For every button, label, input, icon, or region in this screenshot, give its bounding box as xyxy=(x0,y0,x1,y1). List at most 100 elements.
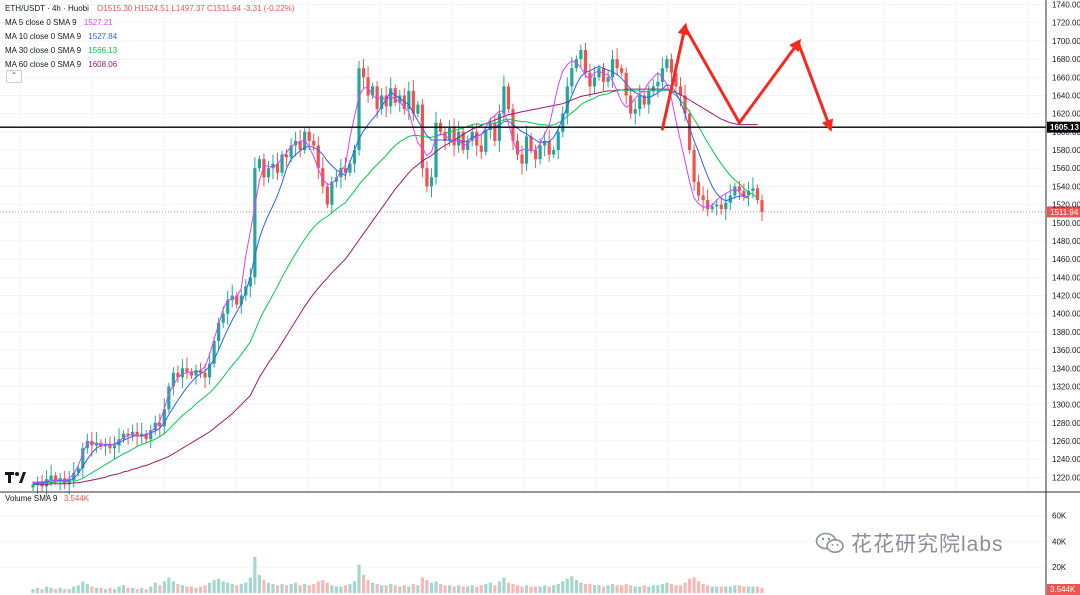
candle-body xyxy=(49,475,53,480)
volume-bar xyxy=(656,585,660,593)
ma10-row: MA 10 close 0 SMA 9 1527.84 xyxy=(5,30,294,44)
ma30-line xyxy=(32,89,758,486)
candle-body xyxy=(570,68,574,87)
candle-body xyxy=(289,145,293,158)
candle-body xyxy=(411,90,415,114)
volume-bar xyxy=(638,586,642,593)
volume-bar xyxy=(171,581,175,593)
price-tick-label: 1420.00 xyxy=(1052,292,1080,301)
candle-body xyxy=(506,86,511,110)
volume-bar xyxy=(629,585,633,593)
candle-body xyxy=(524,136,529,164)
volume-tick-label: 60K xyxy=(1052,511,1067,520)
price-tick-label: 1500.00 xyxy=(1052,219,1080,228)
candle-body xyxy=(226,300,230,314)
volume-bar xyxy=(760,587,764,593)
candlesticks xyxy=(31,42,764,498)
volume-bar xyxy=(49,587,53,593)
volume-bar xyxy=(31,589,35,593)
candle-body xyxy=(457,131,461,146)
candle-body xyxy=(701,195,705,201)
candle-body xyxy=(642,95,646,105)
volume-bar xyxy=(343,585,348,593)
volume-bar xyxy=(543,585,547,593)
volume-bar xyxy=(737,585,741,593)
volume-bar xyxy=(294,582,298,593)
candle-body xyxy=(375,86,379,110)
candle-body xyxy=(620,68,624,73)
candle-body xyxy=(633,109,637,114)
volume-bar xyxy=(479,585,483,593)
candle-body xyxy=(167,386,171,410)
volume-bar xyxy=(149,586,153,593)
volume-bar xyxy=(746,586,751,593)
volume-bar xyxy=(506,582,511,593)
volume-bar xyxy=(144,589,148,593)
volume-bar xyxy=(217,578,221,593)
candle-body xyxy=(212,340,216,364)
candle-body xyxy=(687,113,692,151)
candle-body xyxy=(592,77,597,87)
volume-bar xyxy=(561,581,565,593)
price-tick-label: 1640.00 xyxy=(1052,91,1080,100)
candle-body xyxy=(235,295,239,305)
candle-body xyxy=(72,472,76,481)
candle-body xyxy=(447,127,452,141)
candle-body xyxy=(515,140,520,155)
candle-body xyxy=(443,131,447,141)
price-tick-label: 1320.00 xyxy=(1052,382,1080,391)
volume-bar xyxy=(393,585,397,593)
candle-body xyxy=(135,431,139,437)
volume-bar xyxy=(380,585,384,593)
volume-bar xyxy=(484,583,488,593)
volume-bar xyxy=(298,585,302,593)
volume-bar xyxy=(207,582,212,593)
candle-body xyxy=(638,95,642,110)
legend-collapse-button[interactable]: ⌃ xyxy=(6,70,22,83)
volume-bar xyxy=(389,583,393,593)
volume-bar xyxy=(189,586,194,593)
volume-bar xyxy=(244,582,248,593)
volume-bar xyxy=(701,583,705,593)
candle-body xyxy=(601,68,606,82)
volume-bar xyxy=(103,589,108,593)
ma60-value: 1608.06 xyxy=(88,60,118,69)
candle-body xyxy=(171,372,175,387)
candle-body xyxy=(185,368,189,372)
volume-bar xyxy=(538,586,542,593)
candle-body xyxy=(230,295,234,301)
candle-body xyxy=(470,131,474,141)
volume-bar xyxy=(58,587,62,593)
volume-bar xyxy=(552,585,556,593)
ma10-value: 1527.84 xyxy=(88,32,118,41)
candle-body xyxy=(325,186,329,205)
volume-bar xyxy=(687,578,692,593)
volume-axis: 20K 40K 60K 3.544K xyxy=(1047,511,1080,595)
volume-bar xyxy=(407,586,411,593)
volume-bar xyxy=(579,582,583,593)
ohlc-values: O1515.30 H1524.51 L1497.37 C1511.94 -3.3… xyxy=(97,4,295,13)
candle-body xyxy=(710,206,714,210)
volume-bar xyxy=(633,586,637,593)
volume-bar xyxy=(357,564,361,593)
volume-bar xyxy=(706,585,710,593)
volume-bar xyxy=(307,585,311,593)
candle-body xyxy=(538,145,542,160)
volume-bar xyxy=(692,577,696,593)
candle-body xyxy=(561,113,565,132)
volume-bar xyxy=(502,577,506,593)
volume-bar xyxy=(348,583,352,593)
volume-bar xyxy=(511,583,515,593)
volume-bar xyxy=(660,583,664,593)
candle-body xyxy=(678,86,683,96)
candle-body xyxy=(271,163,275,169)
candle-body xyxy=(760,200,764,212)
volume-label: Volume SMA 9 xyxy=(5,494,58,503)
chart-legend: ETH/USDT · 4h · Huobi O1515.30 H1524.51 … xyxy=(5,2,294,72)
candle-body xyxy=(54,475,58,481)
ma5-value: 1527.21 xyxy=(83,18,113,27)
volume-bar xyxy=(434,581,438,593)
volume-bar xyxy=(697,581,701,593)
volume-bar xyxy=(126,587,130,593)
